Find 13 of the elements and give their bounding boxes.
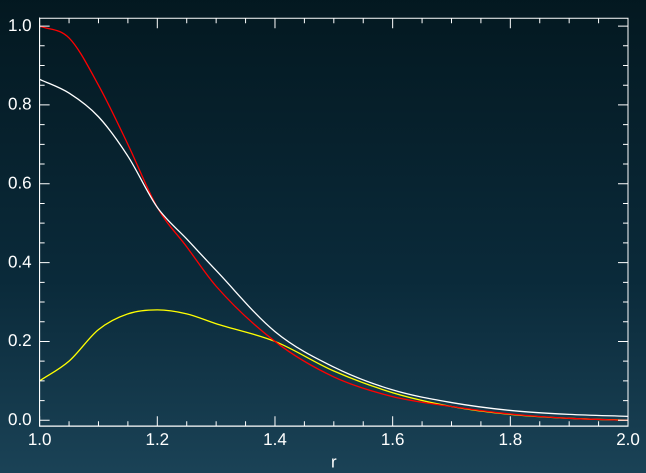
y-tick-label: 0.2 (8, 331, 32, 350)
y-tick-label: 0.0 (8, 410, 32, 429)
x-tick-label: 1.2 (145, 430, 170, 450)
y-tick-label: 0.4 (8, 252, 32, 272)
x-tick-label: 1.0 (28, 430, 52, 450)
y-tick-label: 0.8 (8, 94, 32, 114)
x-tick-label: 1.4 (263, 430, 287, 450)
y-tick-label: 0.6 (8, 173, 32, 192)
x-axis-title: r (330, 452, 337, 472)
x-tick-label: 2.0 (616, 430, 640, 450)
x-tick-label: 1.8 (498, 430, 522, 450)
y-tick-label: 1.0 (8, 16, 32, 35)
x-tick-label: 1.6 (380, 430, 404, 450)
